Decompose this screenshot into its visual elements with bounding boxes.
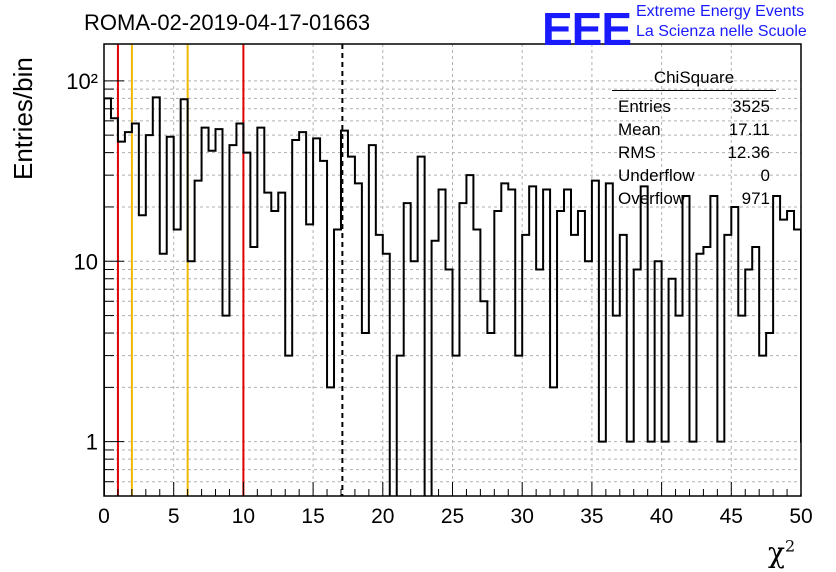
x-axis-label-exponent: 2 <box>784 536 796 556</box>
x-tick-label: 40 <box>650 505 673 528</box>
x-tick-label: 5 <box>168 505 180 528</box>
x-tick-label: 45 <box>720 505 743 528</box>
histogram-series <box>104 96 801 496</box>
x-tick-label: 30 <box>511 505 534 528</box>
x-axis-label-symbol: χ <box>768 536 785 569</box>
stats-row-overflow: Overflow 971 <box>612 187 780 210</box>
x-axis-label: χ2 <box>768 536 795 569</box>
stats-row-entries: Entries 3525 <box>612 95 780 118</box>
x-tick-label: 10 <box>232 505 255 528</box>
x-tick-labels: 0 5 10 15 20 25 30 35 40 45 50 <box>98 505 813 528</box>
x-tick-label: 35 <box>580 505 603 528</box>
axis-ticks <box>103 80 802 497</box>
y-axis-label: Entries/bin <box>8 57 38 180</box>
stats-row-underflow: Underflow 0 <box>612 164 780 187</box>
logo-line-2: La Scienza nelle Scuole <box>636 23 807 40</box>
x-tick-label: 0 <box>98 505 110 528</box>
y-tick-labels: 1 10 10² <box>66 69 98 455</box>
chart-title: ROMA-02-2019-04-17-01663 <box>84 10 371 35</box>
stats-box: ChiSquare Entries 3525 Mean 17.11 RMS 12.36… <box>612 68 780 210</box>
y-tick-label: 10² <box>66 69 98 94</box>
stats-row-rms: RMS 12.36 <box>612 141 780 164</box>
eee-logo: EEE <box>542 3 632 55</box>
x-tick-label: 15 <box>301 505 324 528</box>
x-tick-label: 25 <box>441 505 464 528</box>
stats-label: Underflow <box>618 166 695 185</box>
stats-value: 12.36 <box>727 143 770 162</box>
stats-value: 971 <box>741 189 770 208</box>
stats-value: 17.11 <box>728 120 770 139</box>
stats-value: 3525 <box>732 97 770 116</box>
stats-label: Entries <box>618 97 671 116</box>
stats-row-mean: Mean 17.11 <box>612 118 780 141</box>
stats-label: Mean <box>618 120 661 139</box>
logo-line-1: Extreme Energy Events <box>636 3 805 20</box>
stats-label: Overflow <box>618 189 686 208</box>
x-tick-label: 50 <box>789 505 812 528</box>
stats-title: ChiSquare <box>612 68 776 91</box>
stats-label: RMS <box>618 143 656 162</box>
x-tick-label: 20 <box>371 505 394 528</box>
stats-value: 0 <box>760 166 770 185</box>
y-tick-label: 10 <box>74 249 98 274</box>
y-tick-label: 1 <box>86 430 98 455</box>
